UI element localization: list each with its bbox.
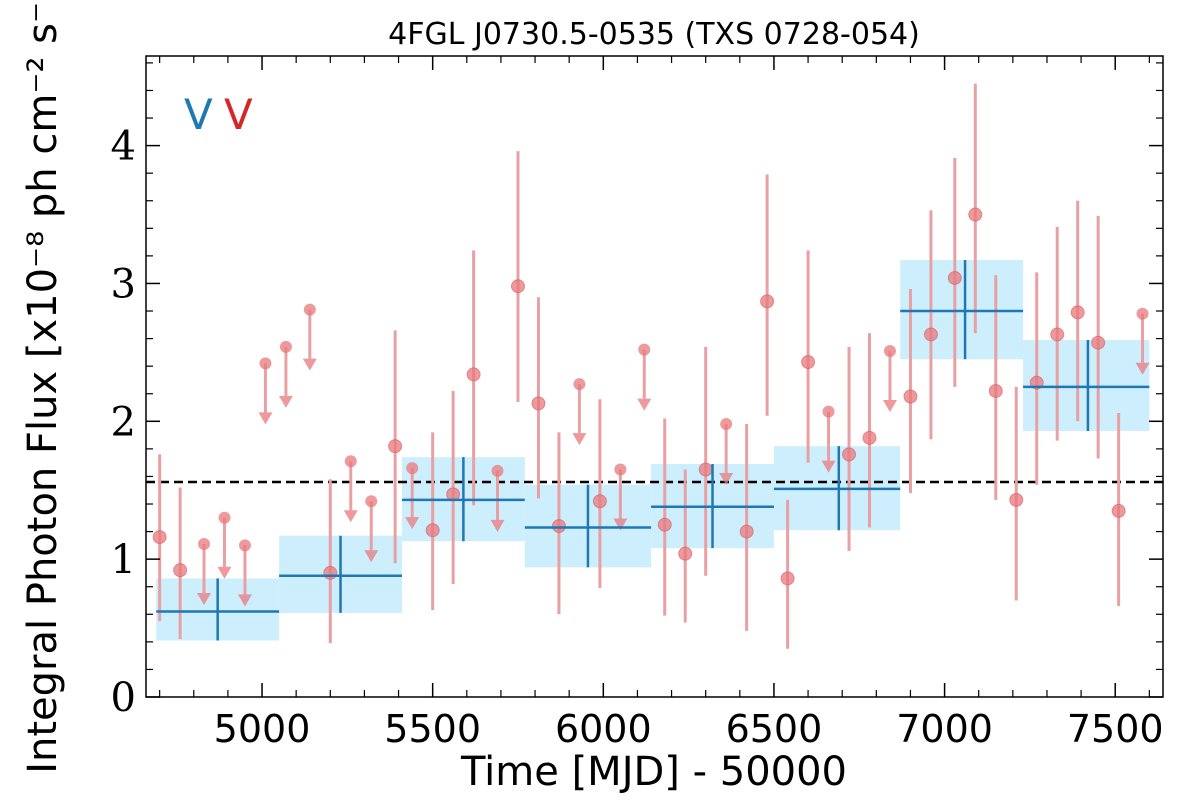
upper-limit-arrow	[572, 433, 587, 446]
detection-point	[173, 563, 188, 578]
upper-limit-arrow	[343, 510, 358, 523]
detection-point	[1070, 305, 1085, 320]
detection-point	[923, 327, 938, 342]
upper-limit-point	[720, 418, 733, 431]
upper-limit-arrow	[821, 460, 836, 473]
upper-limit-point	[279, 340, 292, 353]
x-tick-label: 5500	[384, 707, 481, 751]
detection-point	[947, 270, 962, 285]
detection-point	[510, 279, 525, 294]
bin-uncertainty-box	[900, 260, 1024, 360]
legend-entry-1: V	[184, 90, 213, 139]
upper-limit-arrow	[197, 592, 212, 605]
legend-entry-2: V	[224, 90, 253, 139]
upper-limit-point	[573, 378, 586, 391]
bin-uncertainty-box	[1023, 339, 1150, 431]
upper-limit-point	[638, 343, 651, 356]
upper-limit-point	[822, 405, 835, 418]
upper-limit-arrow	[364, 550, 379, 563]
upper-limit-point	[614, 463, 627, 476]
x-axis-label: Time [MJD] - 50000	[460, 749, 847, 795]
detection-point	[323, 565, 338, 580]
detection-point	[425, 523, 440, 538]
y-tick-label: 3	[111, 261, 136, 307]
upper-limit-arrow	[719, 473, 734, 486]
upper-limit-arrow	[302, 358, 317, 371]
detection-point	[1111, 503, 1126, 518]
detection-point	[1009, 492, 1024, 507]
upper-limit-point	[198, 537, 211, 550]
detection-point	[801, 355, 816, 370]
y-tick-label: 2	[111, 399, 136, 445]
detection-point	[152, 530, 167, 545]
detection-point	[862, 430, 877, 445]
detection-point	[903, 389, 918, 404]
detection-point	[388, 439, 403, 454]
data-points-layer	[152, 207, 1150, 607]
upper-limit-arrow	[637, 398, 652, 411]
upper-limit-arrow	[258, 412, 273, 425]
y-axis-label: Integral Photon Flux [x10⁻⁸ ph cm⁻² s⁻¹]	[20, 0, 66, 774]
detection-point	[842, 447, 857, 462]
upper-limit-point	[303, 303, 316, 316]
upper-limit-arrow	[405, 517, 420, 530]
x-tick-label: 7000	[896, 707, 993, 751]
detection-point	[657, 517, 672, 532]
detection-point	[968, 207, 983, 222]
upper-limit-point	[883, 344, 896, 357]
upper-limit-point	[365, 495, 378, 508]
upper-limit-arrow	[1135, 362, 1150, 375]
y-tick-label: 1	[111, 537, 136, 583]
upper-limit-point	[1136, 307, 1149, 320]
upper-limit-point	[238, 539, 251, 552]
y-tick-label: 4	[111, 124, 136, 170]
x-tick-label: 7500	[1067, 707, 1164, 751]
upper-limit-point	[344, 455, 357, 468]
y-tick-label: 0	[111, 675, 136, 721]
detection-point	[1050, 327, 1065, 342]
x-tick-label: 5000	[214, 707, 311, 751]
axis-ticks: 5000 5500 6000 6500 7000 7500 0 1 2 3 4	[111, 56, 1164, 751]
upper-limit-arrow	[237, 594, 252, 607]
detection-point	[739, 524, 754, 539]
upper-limit-point	[406, 462, 419, 475]
axes-frame	[145, 55, 1164, 698]
plot-frame	[145, 55, 1164, 698]
upper-limit-arrow	[613, 518, 628, 531]
chart-title: 4FGL J0730.5-0535 (TXS 0728-054)	[388, 17, 920, 52]
upper-limit-arrow	[490, 519, 505, 532]
detection-point	[780, 571, 795, 586]
x-tick-label: 6000	[555, 707, 652, 751]
detection-point	[988, 383, 1003, 398]
detection-point	[551, 519, 566, 534]
upper-limit-point	[491, 464, 504, 477]
detection-point	[698, 462, 713, 477]
detection-point	[466, 367, 481, 382]
binned-flux-layer	[156, 260, 1150, 641]
detection-point	[1091, 335, 1106, 350]
upper-limit-point	[218, 511, 231, 524]
upper-limit-arrow	[217, 566, 232, 579]
detection-point	[531, 396, 546, 411]
detection-point	[592, 494, 607, 509]
binned-markers-layer	[156, 260, 1150, 641]
detection-point	[678, 546, 693, 561]
upper-limit-point	[259, 357, 272, 370]
x-tick-label: 6500	[726, 707, 823, 751]
detection-point	[760, 294, 775, 309]
upper-limit-arrow	[882, 399, 897, 412]
upper-limit-arrow	[278, 395, 293, 408]
